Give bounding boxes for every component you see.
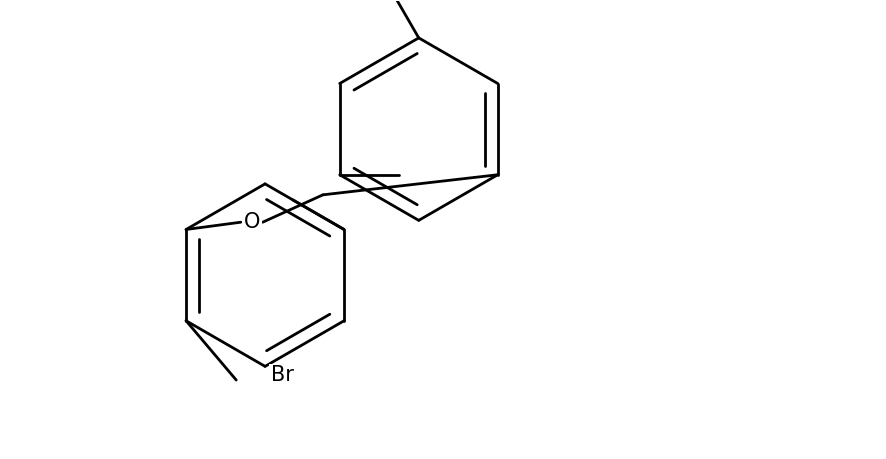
Text: O: O	[244, 212, 260, 232]
Text: Br: Br	[271, 365, 294, 386]
